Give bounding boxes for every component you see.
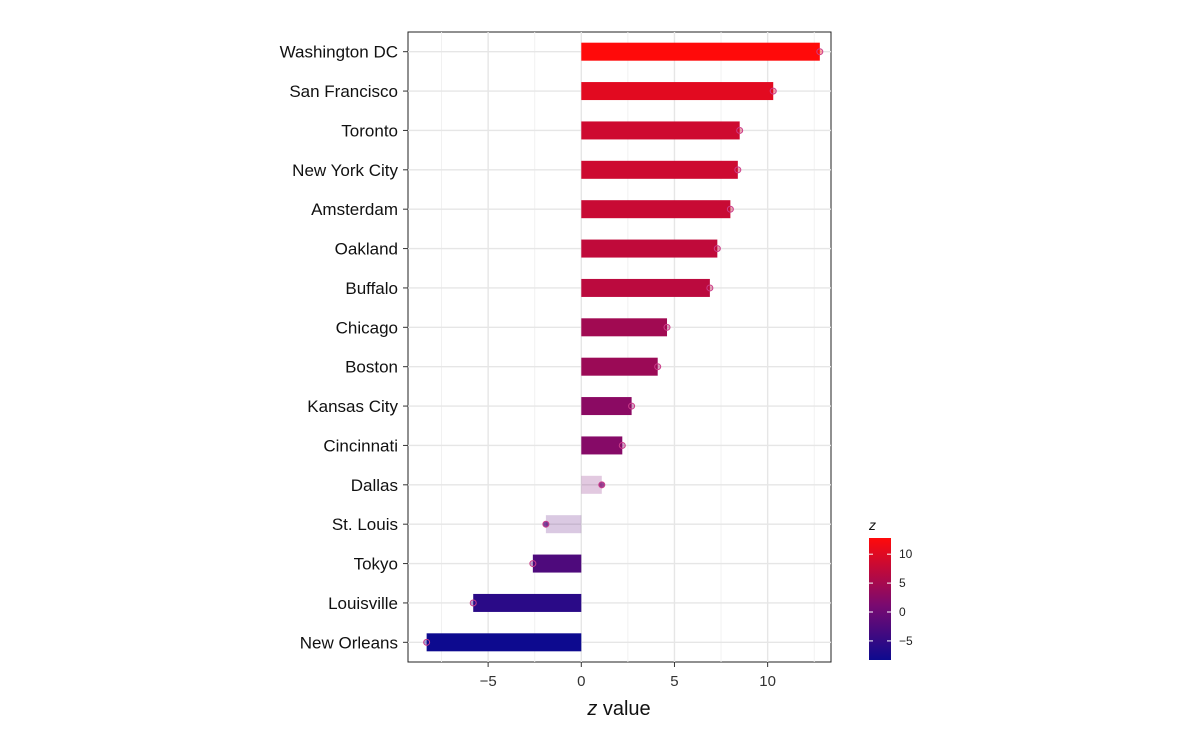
point xyxy=(726,205,734,213)
x-axis-tick-label: 5 xyxy=(670,673,678,690)
bar xyxy=(581,82,774,101)
point xyxy=(734,166,742,174)
point xyxy=(529,560,537,568)
colorbar-tick-label: −5 xyxy=(899,634,913,648)
bar xyxy=(581,121,740,140)
point xyxy=(736,126,744,134)
x-axis-tick-label: 0 xyxy=(577,673,585,690)
bar xyxy=(581,200,731,219)
point xyxy=(663,323,671,331)
bar xyxy=(581,42,820,61)
y-axis-category-label: San Francisco xyxy=(289,82,398,101)
colorbar-tick-label: 5 xyxy=(899,576,906,590)
point xyxy=(628,402,636,410)
point xyxy=(423,638,431,646)
color-legend: z 10 5 0 −5 xyxy=(868,517,913,660)
bars xyxy=(426,42,820,652)
y-axis-category-label: Amsterdam xyxy=(311,200,398,219)
x-axis-title: z value xyxy=(586,698,650,720)
y-axis-category-labels: Washington DC San Francisco Toronto New Yor… xyxy=(280,43,408,652)
point xyxy=(542,520,550,528)
colorbar-tick-label: 0 xyxy=(899,605,906,619)
bar xyxy=(581,318,668,337)
bar xyxy=(581,239,718,258)
x-axis-title-italic: z xyxy=(586,698,597,720)
point xyxy=(654,363,662,371)
point xyxy=(469,599,477,607)
bar xyxy=(581,436,623,455)
point xyxy=(816,48,824,56)
x-axis-ticks: −5 0 5 10 xyxy=(480,662,776,690)
y-axis-category-label: Dallas xyxy=(351,476,398,495)
colorbar-tick-label: 10 xyxy=(899,547,913,561)
point xyxy=(598,481,606,489)
y-axis-category-label: Buffalo xyxy=(345,279,398,298)
y-axis-category-label: Chicago xyxy=(336,318,398,337)
colorbar xyxy=(869,538,891,660)
legend-title: z xyxy=(868,517,876,533)
x-axis-tick-label: −5 xyxy=(480,673,497,690)
y-axis-category-label: Louisville xyxy=(328,594,398,613)
y-axis-category-label: Oakland xyxy=(335,240,398,259)
bar xyxy=(581,357,658,376)
x-axis-tick-label: 10 xyxy=(759,673,776,690)
bar xyxy=(545,515,582,534)
bar xyxy=(581,160,738,179)
bar xyxy=(581,475,602,494)
y-axis-category-label: New York City xyxy=(292,161,398,180)
point xyxy=(618,441,626,449)
bar xyxy=(426,633,582,652)
y-axis-category-label: Tokyo xyxy=(354,555,398,574)
point xyxy=(769,87,777,95)
point xyxy=(706,284,714,292)
bar xyxy=(581,278,710,297)
x-axis-title-rest: value xyxy=(597,698,650,720)
points xyxy=(423,48,824,646)
y-axis-category-label: Kansas City xyxy=(307,397,398,416)
bar xyxy=(581,397,632,416)
y-axis-category-label: Toronto xyxy=(341,121,398,140)
y-axis-category-label: Washington DC xyxy=(280,43,398,62)
y-axis-category-label: St. Louis xyxy=(332,515,398,534)
y-axis-category-label: Cincinnati xyxy=(323,436,398,455)
point xyxy=(713,245,721,253)
bar xyxy=(532,554,582,573)
y-axis-category-label: Boston xyxy=(345,358,398,377)
bar xyxy=(473,593,582,612)
y-axis-category-label: New Orleans xyxy=(300,633,398,652)
